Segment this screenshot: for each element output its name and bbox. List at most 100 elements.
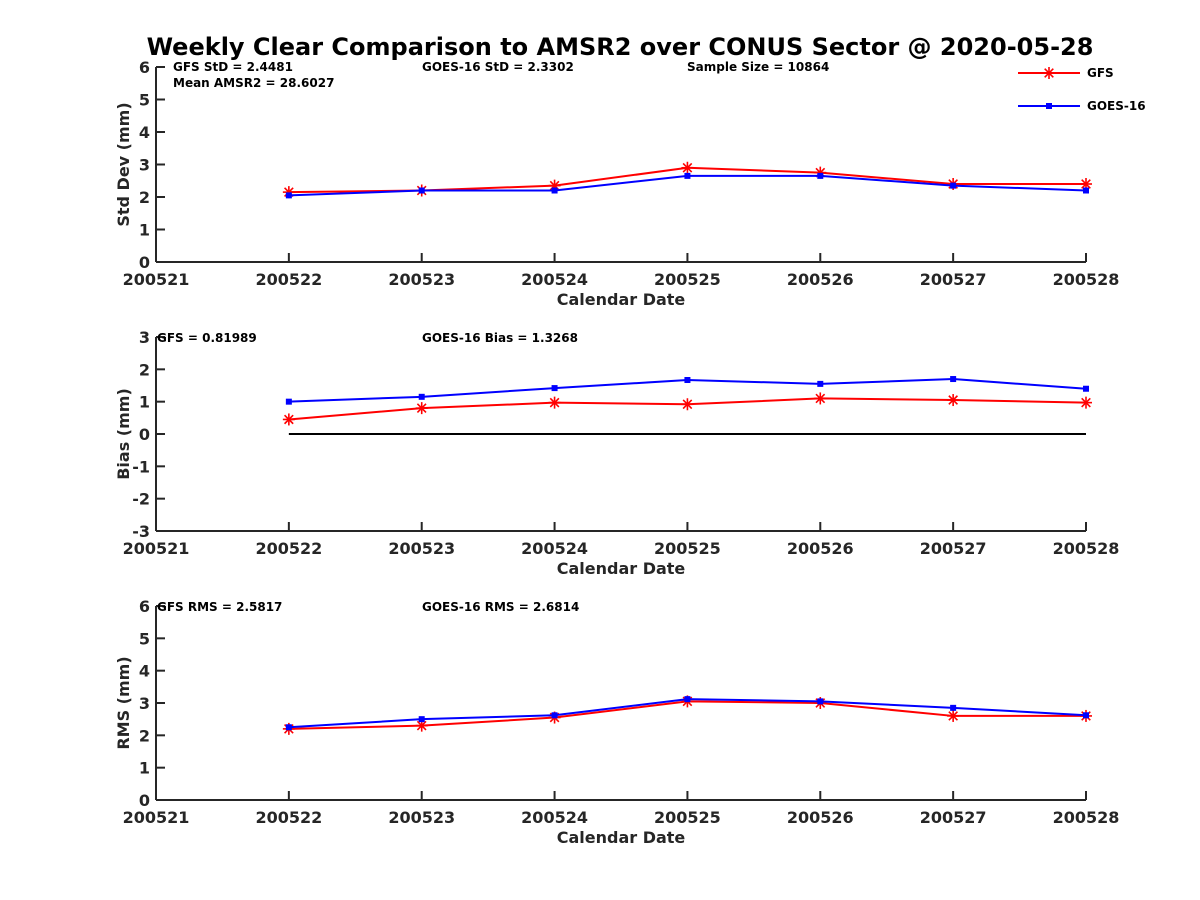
x-tick-label: 200526 [787, 270, 854, 289]
legend-entry-goes-16: GOES-16 [1018, 99, 1146, 113]
legend-marker [1046, 103, 1052, 109]
stat-annotation: GOES-16 Bias = 1.3268 [422, 331, 578, 345]
series-gfs [282, 392, 1092, 426]
data-point [551, 385, 558, 392]
data-point [285, 724, 292, 731]
data-point [418, 393, 425, 400]
x-tick-label: 200523 [388, 539, 455, 558]
data-point [415, 402, 428, 415]
x-tick-label: 200528 [1053, 808, 1120, 827]
x-tick-label: 200526 [787, 808, 854, 827]
x-tick-label: 200527 [920, 539, 987, 558]
data-point [1080, 178, 1092, 190]
y-axis-label: Bias (mm) [114, 388, 133, 480]
stat-annotation: Sample Size = 10864 [687, 60, 829, 74]
x-tick-label: 200522 [255, 539, 322, 558]
stat-annotation: GFS RMS = 2.5817 [157, 600, 282, 614]
data-point [418, 716, 425, 723]
y-tick-label: 3 [139, 328, 150, 347]
data-point [684, 377, 691, 384]
data-point [947, 394, 960, 407]
data-point [1080, 396, 1092, 409]
x-tick-label: 200521 [123, 270, 190, 289]
x-tick-label: 200525 [654, 270, 721, 289]
y-tick-label: -3 [132, 522, 150, 541]
y-tick-label: 5 [139, 91, 150, 110]
x-tick-label: 200522 [255, 808, 322, 827]
chart-title: Weekly Clear Comparison to AMSR2 over CO… [147, 33, 1094, 61]
y-tick-label: 1 [139, 221, 150, 240]
panel-1: 200521 200522 200523 200524 200525 200526 2005… [114, 58, 1119, 309]
y-tick-label: 2 [139, 360, 150, 379]
x-axis-label: Calendar Date [557, 828, 686, 847]
legend-label: GFS [1087, 66, 1114, 80]
data-point [681, 161, 694, 174]
legend-entry-gfs: GFS [1018, 66, 1114, 80]
y-tick-label: -2 [132, 490, 150, 509]
x-tick-label: 200527 [920, 808, 987, 827]
stat-annotation: GFS StD = 2.4481 [173, 60, 293, 74]
data-point [1083, 712, 1089, 719]
data-point [684, 696, 691, 703]
data-point [950, 182, 957, 189]
stat-annotation: Mean AMSR2 = 28.6027 [173, 76, 334, 90]
y-axis-label: RMS (mm) [114, 656, 133, 749]
legend: GFS GOES-16 [1018, 66, 1146, 113]
data-point [282, 413, 295, 426]
x-tick-label: 200528 [1053, 539, 1120, 558]
y-tick-label: 3 [139, 694, 150, 713]
x-tick-label: 200523 [388, 808, 455, 827]
y-tick-label: 0 [139, 253, 150, 272]
x-tick-label: 200522 [255, 270, 322, 289]
data-point [684, 172, 691, 179]
series-goes-16 [285, 172, 1089, 199]
stat-annotation: GOES-16 StD = 2.3302 [422, 60, 574, 74]
x-tick-label: 200527 [920, 270, 987, 289]
data-point [814, 392, 827, 405]
y-tick-label: 5 [139, 629, 150, 648]
legend-label: GOES-16 [1087, 99, 1146, 113]
y-tick-label: 1 [139, 393, 150, 412]
x-tick-label: 200521 [123, 808, 190, 827]
x-tick-label: 200524 [521, 270, 588, 289]
data-point [817, 380, 824, 387]
data-point [817, 172, 824, 179]
x-axis-label: Calendar Date [557, 559, 686, 578]
x-tick-label: 200526 [787, 539, 854, 558]
y-tick-label: 2 [139, 726, 150, 745]
data-point [817, 698, 824, 705]
panel-3: 200521 200522 200523 200524 200525 200526 2005… [114, 597, 1119, 847]
x-tick-label: 200528 [1053, 270, 1120, 289]
data-point [1083, 187, 1089, 194]
y-tick-label: 4 [139, 662, 150, 681]
y-tick-label: 0 [139, 791, 150, 810]
data-point [1083, 385, 1089, 392]
x-tick-label: 200523 [388, 270, 455, 289]
series-goes-16 [285, 696, 1089, 731]
y-tick-label: 6 [139, 58, 150, 77]
y-tick-label: 4 [139, 123, 150, 142]
y-tick-label: -1 [132, 457, 150, 476]
data-point [950, 376, 957, 383]
y-tick-label: 6 [139, 597, 150, 616]
x-tick-label: 200524 [521, 539, 588, 558]
x-tick-label: 200521 [123, 539, 190, 558]
data-point [551, 712, 558, 719]
data-point [285, 398, 292, 405]
y-tick-label: 1 [139, 759, 150, 778]
data-point [551, 187, 558, 194]
y-tick-label: 0 [139, 425, 150, 444]
x-axis-label: Calendar Date [557, 290, 686, 309]
y-axis-label: Std Dev (mm) [114, 102, 133, 226]
x-tick-label: 200525 [654, 808, 721, 827]
x-tick-label: 200524 [521, 808, 588, 827]
panel-2: 200521 200522 200523 200524 200525 200526 2005… [114, 328, 1119, 578]
stat-annotation: GFS = 0.81989 [157, 331, 257, 345]
data-point [681, 398, 694, 411]
legend-marker [1043, 67, 1055, 79]
data-point [548, 396, 561, 409]
data-point [285, 192, 292, 199]
y-tick-label: 3 [139, 156, 150, 175]
y-tick-label: 2 [139, 188, 150, 207]
